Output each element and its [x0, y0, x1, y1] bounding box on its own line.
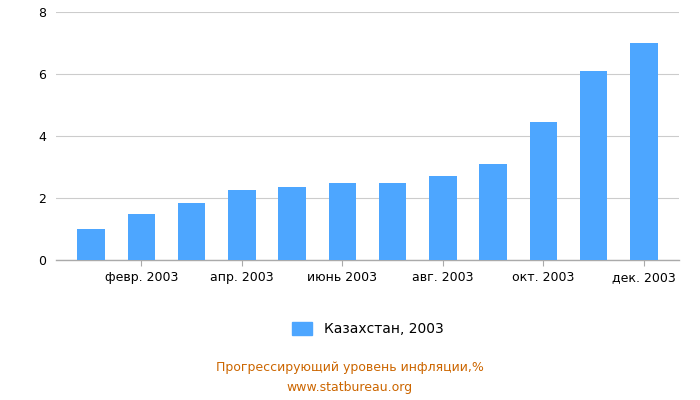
Bar: [630, 43, 657, 260]
Bar: [379, 182, 407, 260]
Bar: [127, 214, 155, 260]
Bar: [279, 187, 306, 260]
Bar: [178, 203, 206, 260]
Text: www.statbureau.org: www.statbureau.org: [287, 382, 413, 394]
Bar: [228, 190, 256, 260]
Bar: [78, 229, 105, 260]
Legend: Казахстан, 2003: Казахстан, 2003: [286, 316, 449, 342]
Bar: [480, 164, 507, 260]
Bar: [529, 122, 557, 260]
Text: Прогрессирующий уровень инфляции,%: Прогрессирующий уровень инфляции,%: [216, 362, 484, 374]
Bar: [580, 71, 608, 260]
Bar: [328, 182, 356, 260]
Bar: [429, 176, 456, 260]
